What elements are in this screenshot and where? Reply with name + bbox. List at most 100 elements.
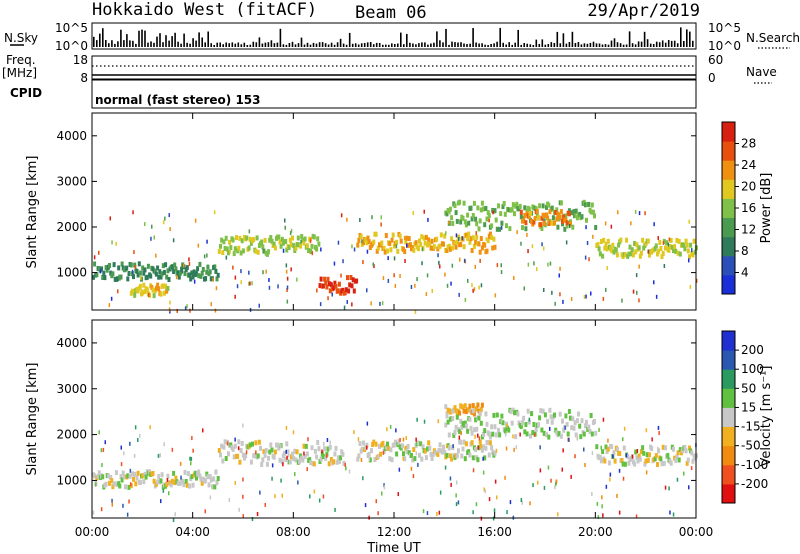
range-cell [295, 449, 299, 455]
range-cell [657, 248, 661, 254]
nsky-bar [451, 41, 453, 47]
range-cell [214, 469, 218, 475]
nsky-bar [366, 42, 369, 47]
colorbar-tick: -200 [741, 477, 768, 491]
range-cell [444, 272, 446, 277]
range-cell [488, 497, 491, 502]
nsky-bar [111, 40, 113, 47]
range-cell [423, 448, 427, 454]
range-cell [484, 205, 488, 211]
range-cell [204, 509, 206, 514]
range-cell [280, 478, 282, 483]
range-cell [384, 233, 388, 238]
range-cell [662, 238, 666, 244]
range-cell [591, 209, 595, 215]
nsky-bar [255, 42, 258, 47]
range-cell [593, 419, 596, 424]
range-cell [479, 207, 483, 213]
range-cell [446, 208, 450, 213]
nsky-bar [378, 43, 381, 47]
range-cell [93, 473, 97, 479]
range-cell [348, 469, 351, 474]
range-cell [232, 251, 236, 257]
range-cell [453, 240, 457, 246]
nsky-bar [168, 40, 170, 47]
range-cell [303, 451, 305, 456]
nsky-bar [463, 43, 465, 47]
range-cell [201, 267, 205, 272]
range-cell [648, 252, 651, 258]
range-cell [283, 450, 286, 456]
range-cell [357, 453, 361, 459]
range-cell [667, 242, 670, 247]
range-cell [149, 273, 153, 279]
range-cell [242, 423, 244, 428]
range-cell [483, 455, 487, 461]
nsky-bar [433, 42, 435, 47]
range-cell [570, 297, 573, 301]
range-cell [428, 241, 432, 247]
range-cell [646, 457, 650, 463]
range-cell [618, 510, 621, 515]
range-cell [530, 411, 534, 417]
range-cell [116, 276, 119, 282]
range-cell [478, 285, 480, 290]
range-cell [390, 457, 394, 463]
range-cell [487, 452, 491, 458]
x-tick-label: 00:00 [679, 525, 714, 539]
range-cell [353, 430, 355, 435]
range-cell [605, 484, 608, 489]
range-cell [402, 451, 405, 457]
range-cell [657, 236, 659, 241]
range-cell [429, 451, 433, 457]
range-cell [412, 211, 414, 216]
freq-strip: Freq. [MHz] 18 8 60 0 Nave [2, 53, 777, 85]
nsky-bar [183, 33, 185, 47]
range-cell [113, 481, 117, 487]
range-cell [379, 301, 381, 306]
range-cell [431, 289, 433, 293]
range-cell [316, 236, 320, 242]
range-cell [673, 244, 677, 250]
range-cell [234, 294, 236, 299]
range-cell [576, 436, 578, 441]
range-cell [102, 447, 105, 452]
range-cell [416, 277, 418, 282]
range-cell [512, 434, 514, 439]
range-cell [104, 440, 106, 445]
range-cell [486, 238, 490, 244]
nsky-bar [234, 43, 237, 47]
range-cell [255, 450, 257, 455]
range-cell [395, 428, 397, 433]
range-cell [278, 239, 282, 245]
range-cell [206, 253, 208, 258]
range-cell [156, 282, 160, 288]
range-cell [564, 425, 566, 430]
range-cell [427, 237, 431, 243]
range-cell [109, 270, 113, 276]
range-cell [224, 456, 228, 461]
range-cell [471, 455, 475, 461]
range-cell [419, 242, 423, 247]
range-cell [321, 283, 325, 289]
range-cell [689, 242, 693, 248]
range-cell [397, 438, 399, 443]
range-cell [245, 235, 249, 241]
colorbar-tick: 28 [741, 137, 756, 151]
range-cell [421, 247, 424, 252]
range-cell [611, 242, 615, 248]
range-cell [100, 507, 103, 512]
range-cell [625, 453, 628, 458]
range-cell [565, 240, 568, 245]
range-cell [337, 459, 341, 464]
range-cell [478, 436, 481, 441]
range-cell [232, 454, 236, 460]
range-cell [190, 456, 193, 461]
range-cell [621, 298, 623, 303]
nsky-bar [595, 43, 598, 47]
range-cell [323, 276, 327, 282]
range-cell [526, 232, 528, 237]
range-cell [564, 413, 568, 419]
range-cell [412, 474, 415, 479]
range-cell [134, 425, 137, 430]
